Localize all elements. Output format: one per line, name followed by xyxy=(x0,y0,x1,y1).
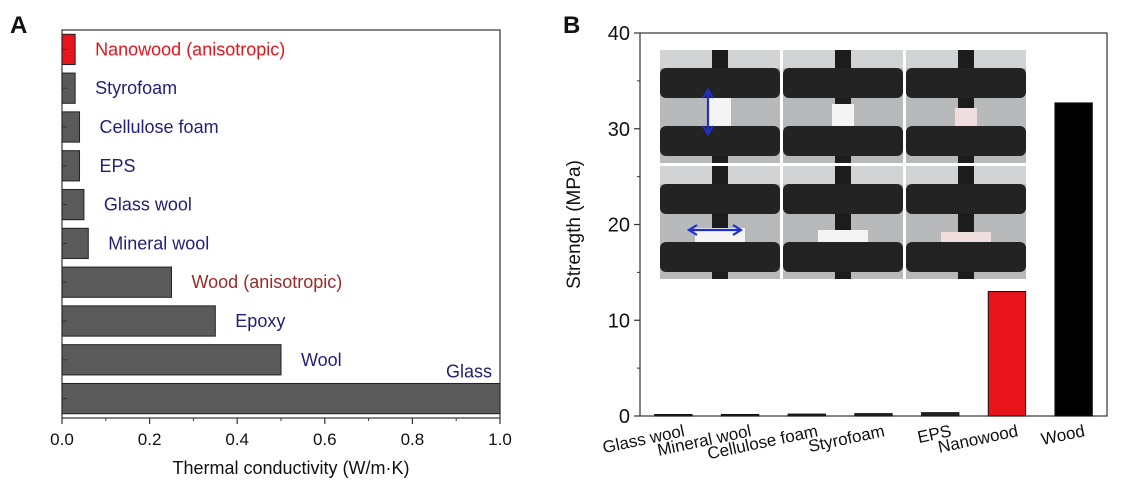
sample-block xyxy=(695,228,745,242)
x-tick-label: 0.0 xyxy=(50,430,74,449)
arrow-head xyxy=(702,125,714,137)
bar xyxy=(1054,102,1093,417)
sample-block xyxy=(709,98,731,126)
press-top-plate xyxy=(660,68,780,98)
sample-block xyxy=(832,104,854,126)
bar-label: Epoxy xyxy=(235,311,285,331)
bar xyxy=(61,266,172,298)
sample-block xyxy=(818,230,868,242)
y-axis-label: Strength (MPa) xyxy=(564,160,585,289)
bar-label: Glass wool xyxy=(104,195,192,215)
x-tick-label: Styrofoam xyxy=(807,421,887,456)
press-top-plate xyxy=(906,184,1026,214)
bar xyxy=(61,305,216,337)
press-top-plate xyxy=(906,68,1026,98)
y-tick-label: 30 xyxy=(608,119,630,141)
sample-block xyxy=(941,232,991,242)
bar-label: Wood (anisotropic) xyxy=(192,272,343,292)
x-tick-label: 0.2 xyxy=(138,430,162,449)
thermal-conductivity-chart: Nanowood (anisotropic) Styrofoam Cellulose… xyxy=(50,29,512,478)
bar-label: Nanowood (anisotropic) xyxy=(95,39,285,59)
inset-photos xyxy=(660,50,1026,279)
sample-block xyxy=(955,108,977,126)
bar xyxy=(921,412,960,417)
press-bottom-plate xyxy=(906,242,1026,272)
bar-label: Styrofoam xyxy=(95,78,177,98)
panel-label-b: B xyxy=(563,12,581,39)
x-tick-label: 0.8 xyxy=(401,430,425,449)
arrow-head xyxy=(702,87,714,99)
bar-label: EPS xyxy=(100,156,136,176)
x-tick-label: Wood xyxy=(1039,421,1086,449)
bar xyxy=(61,344,282,376)
bar xyxy=(787,413,826,417)
press-top-plate xyxy=(660,184,780,214)
arrow-head xyxy=(686,224,698,236)
press-bottom-plate xyxy=(660,126,780,156)
press-bottom-plate xyxy=(783,242,903,272)
bar-label: Glass xyxy=(446,361,492,381)
bar xyxy=(854,413,893,417)
press-top-plate xyxy=(783,68,903,98)
bar-label: Wool xyxy=(301,350,342,370)
bar xyxy=(654,414,693,417)
x-tick-label: 0.6 xyxy=(313,430,337,449)
panel-label-a: A xyxy=(10,12,28,39)
press-bottom-plate xyxy=(906,126,1026,156)
x-tick-label: 0.4 xyxy=(225,430,249,449)
x-tick-label: 1.0 xyxy=(488,430,512,449)
y-tick-label: 0 xyxy=(619,406,630,428)
arrow-head xyxy=(732,224,744,236)
bar-label: Cellulose foam xyxy=(100,117,219,137)
y-tick-label: 10 xyxy=(608,310,630,332)
bar xyxy=(61,382,501,415)
bar xyxy=(987,291,1027,417)
bar-label: Mineral wool xyxy=(108,233,209,253)
press-bottom-plate xyxy=(660,242,780,272)
y-tick-label: 40 xyxy=(608,23,630,45)
bar xyxy=(720,414,760,417)
press-top-plate xyxy=(783,184,903,214)
press-bottom-plate xyxy=(783,126,903,156)
x-axis-label: Thermal conductivity (W/m·K) xyxy=(172,458,409,478)
y-tick-label: 20 xyxy=(608,215,630,237)
